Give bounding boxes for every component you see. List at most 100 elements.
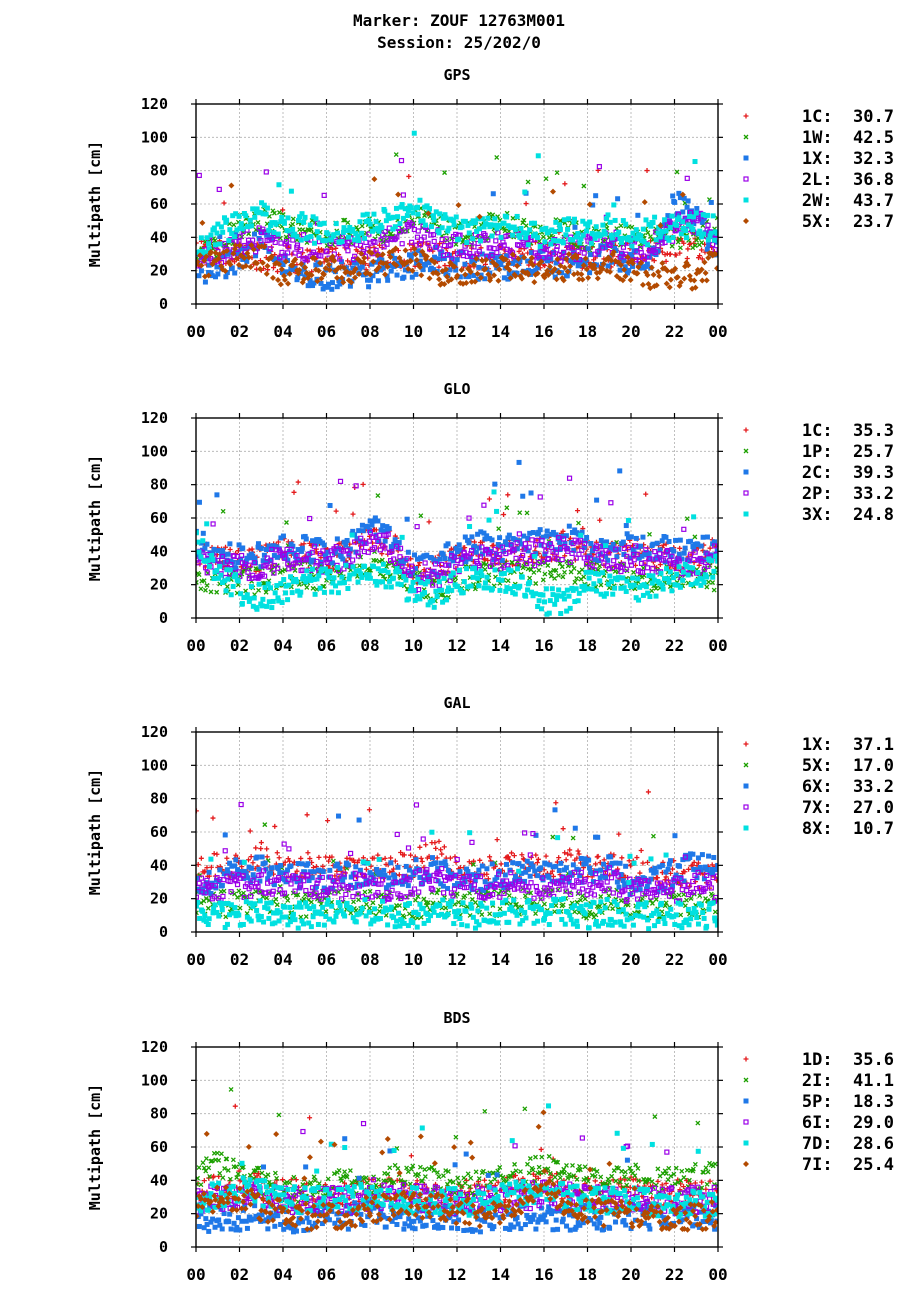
x-tick-label: 06 <box>317 636 336 655</box>
x-tick-label: 04 <box>273 1265 292 1284</box>
legend: 1D: 35.62I: 41.15P: 18.36I: 29.07D: 28.6… <box>743 1050 894 1175</box>
y-tick-label: 20 <box>150 262 168 280</box>
x-tick-label: 18 <box>578 322 597 341</box>
y-axis-label: Multipath [cm] <box>86 455 104 581</box>
y-tick-label: 80 <box>150 162 168 180</box>
x-tick-label: 16 <box>534 1265 553 1284</box>
x-tick-label: 22 <box>665 636 684 655</box>
series-2w <box>196 130 718 265</box>
x-tick-label: 08 <box>360 322 379 341</box>
x-tick-label: 12 <box>447 636 466 655</box>
x-tick-label: 10 <box>404 950 423 969</box>
x-tick-label: 18 <box>578 636 597 655</box>
x-tick-label: 20 <box>621 636 640 655</box>
y-tick-label: 40 <box>150 542 168 560</box>
legend-entry: 1C: 35.3 <box>802 421 894 441</box>
x-tick-label: 02 <box>230 1265 249 1284</box>
legend-entry: 1P: 25.7 <box>802 442 894 462</box>
y-tick-label: 0 <box>159 1238 168 1256</box>
x-tick-label: 20 <box>621 1265 640 1284</box>
grid <box>196 732 718 932</box>
x-tick-label: 20 <box>621 950 640 969</box>
y-axis-label: Multipath [cm] <box>86 141 104 267</box>
x-tick-label: 00 <box>186 950 205 969</box>
series-3x <box>196 489 718 617</box>
legend-entry: 1C: 30.7 <box>802 107 894 127</box>
x-tick-label: 14 <box>491 322 510 341</box>
x-tick-label: 14 <box>491 950 510 969</box>
x-tick-label: 16 <box>534 950 553 969</box>
x-tick-label: 10 <box>404 636 423 655</box>
y-tick-label: 60 <box>150 1138 168 1156</box>
x-tick-label: 02 <box>230 950 249 969</box>
data-points <box>196 1086 718 1235</box>
legend-entry: 2L: 36.8 <box>802 170 894 190</box>
legend-entry: 7I: 25.4 <box>802 1155 894 1175</box>
chart-panel-gal: GAL 0 20 40 60 80 100 120 00 02 04 06 08 10 12 14 16 18 20… <box>86 694 894 969</box>
x-tick-label: 00 <box>708 636 727 655</box>
legend-entry: 7X: 27.0 <box>802 798 894 818</box>
x-tick-label: 08 <box>360 636 379 655</box>
y-tick-label: 80 <box>150 476 168 494</box>
x-tick-label: 08 <box>360 1265 379 1284</box>
legend-entry: 5P: 18.3 <box>802 1092 894 1112</box>
x-tick-label: 00 <box>186 636 205 655</box>
legend-entry: 2P: 33.2 <box>802 484 894 504</box>
y-tick-label: 120 <box>141 95 168 113</box>
x-tick-label: 00 <box>708 950 727 969</box>
legend-entry: 6I: 29.0 <box>802 1113 894 1133</box>
x-tick-label: 06 <box>317 950 336 969</box>
x-tick-label: 08 <box>360 950 379 969</box>
x-tick-label: 14 <box>491 636 510 655</box>
series-5x <box>196 176 718 292</box>
chart-panel-gps: GPS 0 20 40 60 80 100 120 00 02 04 06 08 10 12 14 16 18 20… <box>86 66 894 341</box>
y-tick-label: 0 <box>159 923 168 941</box>
x-tick-label: 18 <box>578 950 597 969</box>
x-tick-label: 04 <box>273 322 292 341</box>
y-tick-label: 20 <box>150 576 168 594</box>
legend-entry: 1D: 35.6 <box>802 1050 894 1070</box>
data-points <box>196 459 718 617</box>
y-tick-label: 40 <box>150 1171 168 1189</box>
chart-panel-bds: BDS 0 20 40 60 80 100 120 00 02 04 06 08 10 12 14 16 18 20… <box>86 1009 894 1284</box>
y-tick-label: 100 <box>141 756 168 774</box>
x-tick-label: 12 <box>447 322 466 341</box>
x-tick-label: 16 <box>534 322 553 341</box>
x-tick-label: 04 <box>273 636 292 655</box>
legend-entry: 5X: 17.0 <box>802 756 894 776</box>
legend: 1C: 30.71W: 42.51X: 32.32L: 36.82W: 43.7… <box>743 107 894 232</box>
legend-entry: 2I: 41.1 <box>802 1071 894 1091</box>
y-tick-label: 100 <box>141 442 168 460</box>
y-tick-label: 120 <box>141 723 168 741</box>
x-tick-label: 00 <box>186 322 205 341</box>
y-tick-label: 20 <box>150 1205 168 1223</box>
legend: 1X: 37.15X: 17.06X: 33.27X: 27.08X: 10.7 <box>743 735 894 839</box>
x-tick-label: 02 <box>230 636 249 655</box>
chart-title: GPS <box>443 66 470 84</box>
session-title: Session: 25/202/0 <box>377 33 541 52</box>
chart-title: GAL <box>443 694 470 712</box>
chart-title: GLO <box>443 380 470 398</box>
y-tick-label: 0 <box>159 609 168 627</box>
series-8x <box>196 829 718 932</box>
y-axis-label: Multipath [cm] <box>86 769 104 895</box>
x-tick-label: 04 <box>273 950 292 969</box>
legend-entry: 2W: 43.7 <box>802 191 894 211</box>
legend-entry: 3X: 24.8 <box>802 505 894 525</box>
chart-title: BDS <box>443 1009 470 1027</box>
y-tick-label: 0 <box>159 295 168 313</box>
y-tick-label: 60 <box>150 509 168 527</box>
y-tick-label: 20 <box>150 890 168 908</box>
legend-entry: 8X: 10.7 <box>802 819 894 839</box>
x-tick-label: 20 <box>621 322 640 341</box>
legend-entry: 1X: 32.3 <box>802 149 894 169</box>
y-tick-label: 60 <box>150 823 168 841</box>
x-tick-label: 00 <box>708 322 727 341</box>
y-tick-label: 80 <box>150 1105 168 1123</box>
legend-entry: 1W: 42.5 <box>802 128 894 148</box>
x-tick-label: 18 <box>578 1265 597 1284</box>
x-tick-label: 10 <box>404 1265 423 1284</box>
y-tick-label: 120 <box>141 1038 168 1056</box>
data-points <box>196 789 718 932</box>
